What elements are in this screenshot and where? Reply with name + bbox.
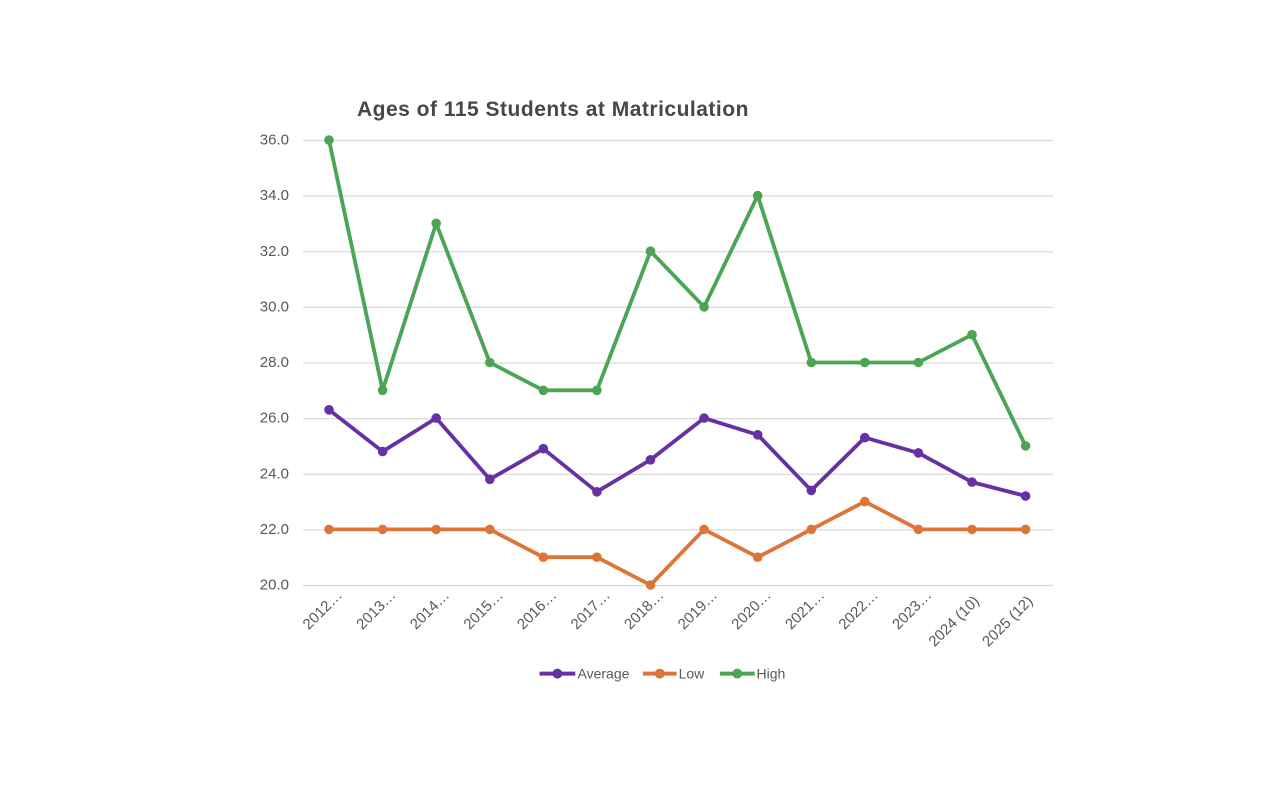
svg-text:22.0: 22.0 <box>260 521 289 538</box>
svg-text:20.0: 20.0 <box>260 577 289 594</box>
svg-text:Ages of 115 Students at Matric: Ages of 115 Students at Matriculation <box>357 98 749 121</box>
svg-text:High: High <box>757 666 786 682</box>
svg-text:Average: Average <box>578 666 630 682</box>
svg-text:24.0: 24.0 <box>260 465 289 482</box>
svg-text:34.0: 34.0 <box>260 187 289 204</box>
svg-text:26.0: 26.0 <box>260 410 289 427</box>
svg-text:32.0: 32.0 <box>260 243 289 260</box>
svg-text:Low: Low <box>679 666 706 682</box>
svg-text:30.0: 30.0 <box>260 298 289 315</box>
svg-text:36.0: 36.0 <box>260 132 289 149</box>
svg-text:28.0: 28.0 <box>260 354 289 371</box>
